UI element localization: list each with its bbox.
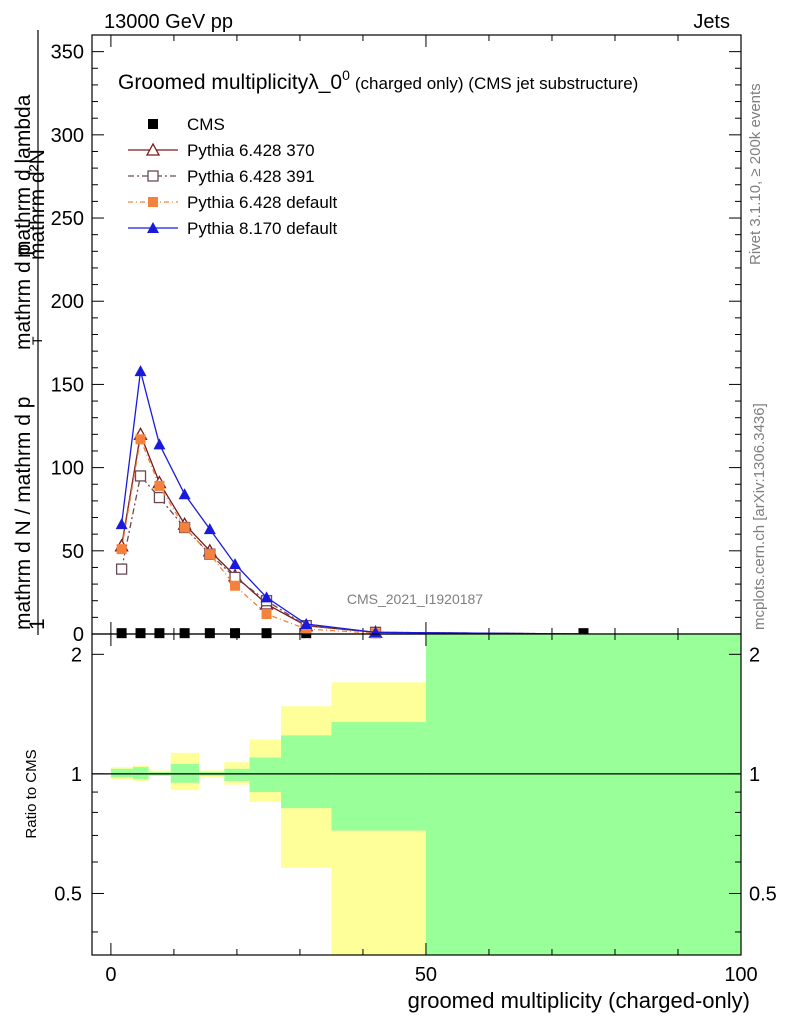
data-point bbox=[179, 522, 190, 533]
ratio-tick-label-right: 0.5 bbox=[749, 883, 777, 905]
legend-entry: CMS bbox=[148, 115, 225, 134]
ratio-band-inner bbox=[331, 722, 426, 831]
x-tick-label: 50 bbox=[415, 964, 437, 986]
y-tick-label: 300 bbox=[51, 125, 84, 147]
mcplots-label: mcplots.cern.ch [arXiv:1306.3436] bbox=[751, 403, 768, 630]
analysis-watermark: CMS_2021_I1920187 bbox=[347, 591, 483, 607]
main-y-axis: 0 50 100 150 200 250 300 350 bbox=[51, 34, 741, 646]
data-point bbox=[203, 523, 216, 535]
data-point bbox=[578, 628, 589, 639]
ylabel-denominator-left: mathrm d N / mathrm d p bbox=[12, 397, 35, 630]
y-tick-label: 150 bbox=[51, 374, 84, 396]
ratio-band-inner bbox=[281, 735, 332, 809]
series-4 bbox=[115, 365, 584, 638]
x-tick-label: 0 bbox=[105, 964, 116, 986]
legend-label: Pythia 6.428 default bbox=[187, 193, 338, 212]
legend-entry: Pythia 6.428 default bbox=[128, 193, 338, 212]
data-point bbox=[260, 591, 273, 603]
data-point bbox=[204, 549, 215, 560]
data-point bbox=[179, 628, 190, 639]
y-tick-label: 0 bbox=[73, 624, 84, 646]
y-tick-label: 250 bbox=[51, 208, 84, 230]
legend-entry: Pythia 6.428 370 bbox=[128, 141, 315, 160]
legend-label: Pythia 6.428 370 bbox=[187, 141, 315, 160]
data-point bbox=[230, 628, 241, 639]
ratio-band-inner bbox=[224, 768, 250, 781]
data-point bbox=[134, 470, 147, 482]
data-point bbox=[154, 628, 165, 639]
data-point bbox=[229, 558, 242, 570]
main-series bbox=[114, 365, 589, 639]
data-point bbox=[153, 491, 166, 504]
legend-label: CMS bbox=[187, 115, 225, 134]
data-point bbox=[230, 580, 241, 591]
ratio-band-inner bbox=[132, 767, 149, 780]
ratio-tick-label-left: 1 bbox=[71, 764, 82, 786]
legend-marker bbox=[147, 170, 159, 182]
ratio-band-inner bbox=[110, 768, 133, 778]
y-tick-label: 200 bbox=[51, 291, 84, 313]
data-point bbox=[261, 609, 272, 620]
data-point bbox=[135, 434, 146, 445]
ratio-frame bbox=[91, 633, 742, 956]
legend-marker bbox=[148, 119, 158, 129]
y-tick-label: 50 bbox=[62, 541, 84, 563]
data-point bbox=[178, 488, 191, 500]
data-point bbox=[116, 628, 127, 639]
ratio-band-inner bbox=[249, 757, 282, 793]
ratio-tick-label-right: 1 bbox=[749, 764, 760, 786]
rivet-label: Rivet 3.1.10, ≥ 200k events bbox=[747, 83, 764, 265]
ratio-tick-label-right: 2 bbox=[749, 644, 760, 666]
data-point bbox=[135, 628, 146, 639]
data-point bbox=[116, 544, 127, 555]
x-axis-label: groomed multiplicity (charged-only) bbox=[408, 988, 750, 1013]
ratio-panel: 0.5 0.5 1 1 2 2 0 50 100 bbox=[54, 633, 777, 986]
ratio-tick-label-left: 2 bbox=[71, 644, 82, 666]
ratio-band-inner bbox=[170, 763, 200, 783]
series-line bbox=[120, 474, 584, 635]
ratio-x-axis: 0 50 100 bbox=[105, 634, 758, 986]
data-point bbox=[154, 480, 165, 491]
legend: CMS Pythia 6.428 370 Pythia 6.428 391 Pythi… bbox=[128, 115, 338, 238]
ratio-y-label: Ratio to CMS bbox=[23, 749, 40, 838]
ylabel-denominator-tail: mathrm d lambda bbox=[12, 94, 35, 258]
ratio-band-inner bbox=[425, 634, 741, 955]
legend-marker bbox=[148, 197, 158, 207]
ylabel-denominator-right: mathrm d p bbox=[12, 244, 35, 350]
header-left: 13000 GeV pp bbox=[104, 11, 233, 33]
ylabel-sub-t: T bbox=[29, 336, 45, 345]
data-point bbox=[115, 563, 128, 575]
data-point bbox=[204, 628, 215, 639]
legend-label: Pythia 6.428 391 bbox=[187, 167, 315, 186]
data-point bbox=[261, 628, 272, 639]
ratio-y-axis: 0.5 0.5 1 1 2 2 bbox=[54, 644, 777, 933]
data-point bbox=[153, 438, 166, 450]
ratio-tick-label-left: 0.5 bbox=[54, 883, 82, 905]
x-tick-label: 100 bbox=[724, 964, 757, 986]
legend-entry: Pythia 6.428 391 bbox=[128, 167, 315, 186]
legend-marker bbox=[145, 142, 161, 156]
plot-title: Groomed multiplicityλ_00 (charged only) (… bbox=[118, 67, 638, 94]
data-point bbox=[300, 618, 313, 630]
legend-label: Pythia 8.170 default bbox=[187, 219, 338, 238]
ratio-bands bbox=[110, 634, 741, 955]
y-tick-label: 100 bbox=[51, 458, 84, 480]
y-tick-label: 350 bbox=[51, 42, 84, 64]
series-3 bbox=[116, 434, 584, 639]
legend-entry: Pythia 8.170 default bbox=[128, 219, 338, 238]
data-point bbox=[134, 365, 147, 377]
series-line bbox=[120, 436, 584, 635]
legend-marker bbox=[147, 222, 159, 233]
main-panel: 0 50 100 150 200 250 300 350 Groomed multiplici… bbox=[51, 34, 742, 646]
data-point bbox=[115, 518, 128, 530]
main-y-label: 1 mathrm d²N mathrm d N / mathrm d p mat… bbox=[12, 30, 49, 635]
header-right: Jets bbox=[693, 11, 730, 33]
series-line bbox=[120, 370, 584, 635]
